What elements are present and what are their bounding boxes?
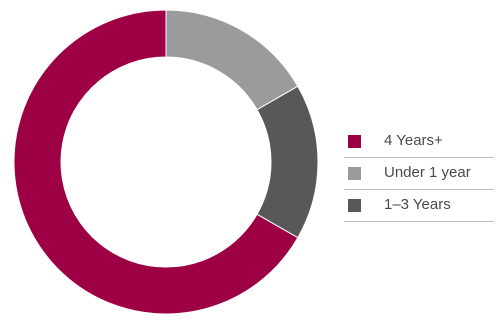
legend: 4 Years+ Under 1 year 1–3 Years xyxy=(344,126,494,222)
donut-slice-under-1-year xyxy=(165,9,299,111)
legend-item-under-1-year: Under 1 year xyxy=(344,158,494,190)
donut-slice-1-3-years xyxy=(256,85,319,239)
legend-swatch xyxy=(348,135,361,148)
legend-swatch xyxy=(348,167,361,180)
legend-label: Under 1 year xyxy=(384,164,471,181)
legend-label: 4 Years+ xyxy=(384,132,443,149)
legend-item-4-years-plus: 4 Years+ xyxy=(344,126,494,158)
donut-slice-4-years xyxy=(13,9,299,315)
legend-item-1-3-years: 1–3 Years xyxy=(344,190,494,222)
legend-label: 1–3 Years xyxy=(384,196,451,213)
legend-swatch xyxy=(348,199,361,212)
